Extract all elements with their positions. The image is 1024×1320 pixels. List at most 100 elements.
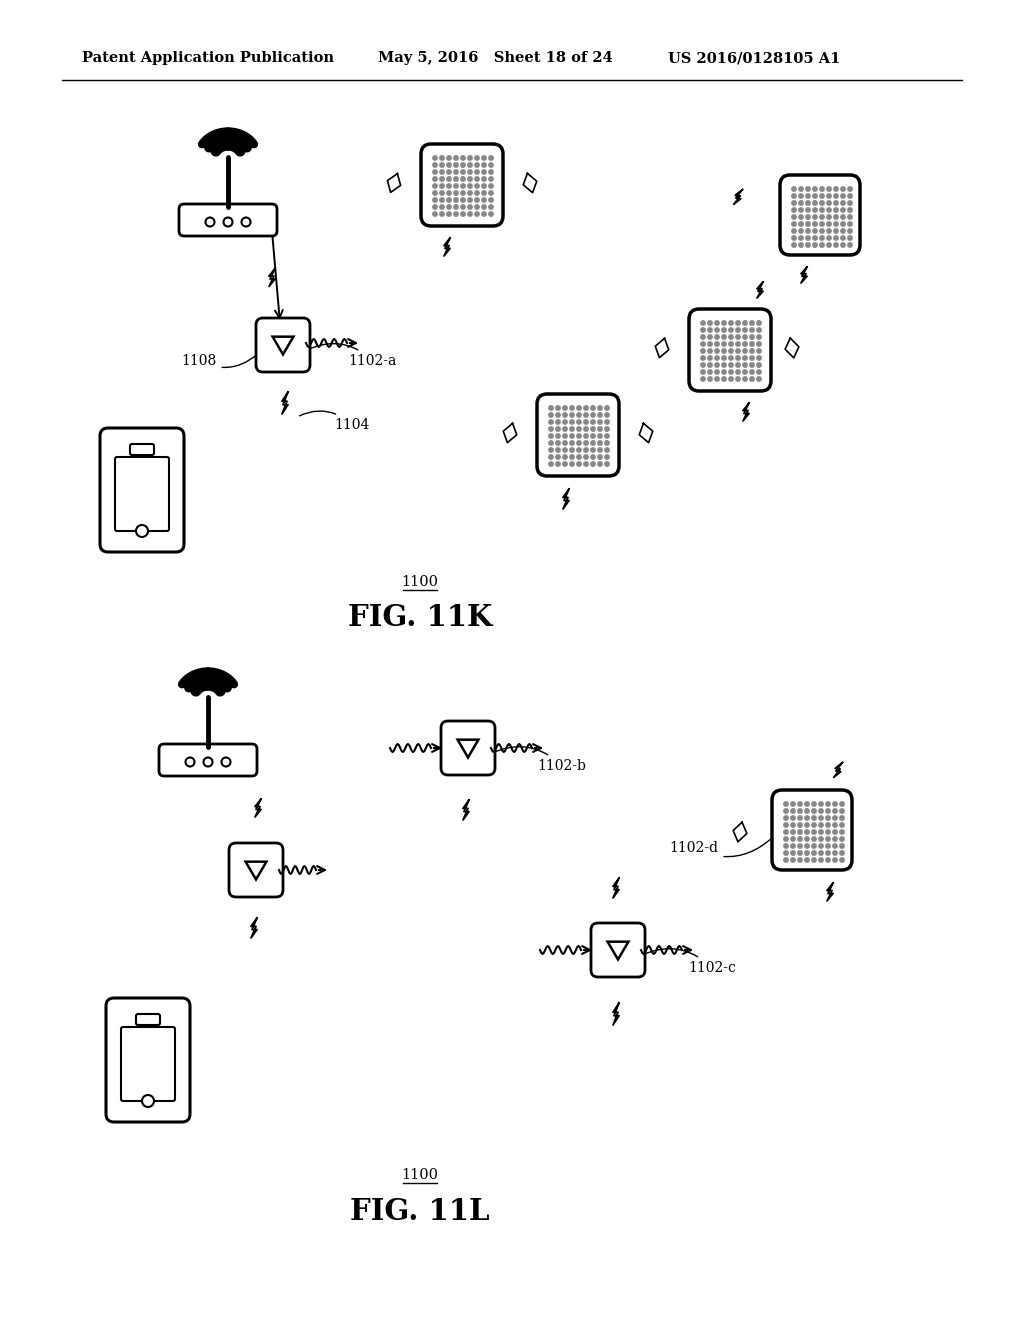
- Circle shape: [825, 809, 830, 813]
- Circle shape: [563, 413, 567, 417]
- Circle shape: [563, 420, 567, 424]
- Circle shape: [791, 851, 796, 855]
- Circle shape: [598, 441, 602, 445]
- Circle shape: [715, 370, 719, 374]
- FancyBboxPatch shape: [772, 789, 852, 870]
- Circle shape: [556, 447, 560, 453]
- Circle shape: [488, 205, 494, 209]
- Circle shape: [722, 376, 726, 381]
- Circle shape: [792, 215, 797, 219]
- Circle shape: [142, 1096, 154, 1107]
- Circle shape: [206, 218, 214, 227]
- Circle shape: [549, 405, 553, 411]
- Circle shape: [556, 434, 560, 438]
- Circle shape: [783, 830, 788, 834]
- Circle shape: [556, 413, 560, 417]
- Circle shape: [475, 191, 479, 195]
- Circle shape: [791, 830, 796, 834]
- Circle shape: [792, 243, 797, 247]
- Circle shape: [605, 447, 609, 453]
- Circle shape: [433, 156, 437, 160]
- Circle shape: [700, 348, 706, 354]
- FancyBboxPatch shape: [537, 393, 618, 477]
- Circle shape: [454, 205, 458, 209]
- Circle shape: [806, 222, 810, 226]
- FancyBboxPatch shape: [130, 444, 154, 455]
- Circle shape: [221, 758, 230, 767]
- Circle shape: [806, 194, 810, 198]
- Circle shape: [848, 222, 852, 226]
- Circle shape: [722, 348, 726, 354]
- Circle shape: [840, 837, 844, 841]
- Circle shape: [840, 816, 844, 820]
- Circle shape: [820, 207, 824, 213]
- Circle shape: [700, 321, 706, 325]
- Circle shape: [791, 816, 796, 820]
- Circle shape: [446, 205, 452, 209]
- Circle shape: [834, 222, 839, 226]
- Circle shape: [549, 462, 553, 466]
- Circle shape: [461, 205, 465, 209]
- Circle shape: [841, 236, 845, 240]
- Circle shape: [468, 198, 472, 202]
- Circle shape: [799, 187, 803, 191]
- Circle shape: [446, 162, 452, 168]
- Circle shape: [591, 426, 595, 432]
- Circle shape: [591, 434, 595, 438]
- Circle shape: [454, 170, 458, 174]
- Circle shape: [475, 156, 479, 160]
- Circle shape: [826, 222, 831, 226]
- Circle shape: [750, 327, 755, 333]
- Circle shape: [813, 243, 817, 247]
- Circle shape: [708, 321, 713, 325]
- Circle shape: [826, 228, 831, 234]
- Circle shape: [825, 830, 830, 834]
- Circle shape: [136, 525, 148, 537]
- Circle shape: [792, 228, 797, 234]
- Circle shape: [813, 228, 817, 234]
- Circle shape: [715, 376, 719, 381]
- Circle shape: [468, 170, 472, 174]
- Circle shape: [204, 758, 213, 767]
- Circle shape: [439, 162, 444, 168]
- Circle shape: [750, 321, 755, 325]
- Circle shape: [825, 851, 830, 855]
- Circle shape: [798, 858, 802, 862]
- Circle shape: [757, 370, 761, 374]
- Circle shape: [605, 413, 609, 417]
- Circle shape: [813, 201, 817, 205]
- Circle shape: [577, 426, 582, 432]
- Circle shape: [798, 809, 802, 813]
- Circle shape: [433, 183, 437, 189]
- Circle shape: [549, 420, 553, 424]
- Circle shape: [840, 843, 844, 849]
- Circle shape: [461, 211, 465, 216]
- Circle shape: [475, 183, 479, 189]
- Circle shape: [242, 218, 251, 227]
- Circle shape: [791, 843, 796, 849]
- Circle shape: [799, 222, 803, 226]
- Circle shape: [482, 198, 486, 202]
- Circle shape: [433, 205, 437, 209]
- FancyBboxPatch shape: [121, 1027, 175, 1101]
- Circle shape: [840, 851, 844, 855]
- Circle shape: [841, 194, 845, 198]
- Circle shape: [791, 801, 796, 807]
- Circle shape: [439, 211, 444, 216]
- Circle shape: [841, 187, 845, 191]
- Circle shape: [577, 405, 582, 411]
- Circle shape: [825, 843, 830, 849]
- Circle shape: [798, 830, 802, 834]
- FancyBboxPatch shape: [136, 1014, 160, 1026]
- Circle shape: [783, 809, 788, 813]
- Circle shape: [792, 187, 797, 191]
- Circle shape: [812, 851, 816, 855]
- Circle shape: [549, 441, 553, 445]
- Circle shape: [598, 462, 602, 466]
- Circle shape: [577, 447, 582, 453]
- Circle shape: [736, 356, 740, 360]
- Text: 1100: 1100: [401, 576, 438, 589]
- Circle shape: [806, 243, 810, 247]
- Circle shape: [820, 222, 824, 226]
- Circle shape: [577, 441, 582, 445]
